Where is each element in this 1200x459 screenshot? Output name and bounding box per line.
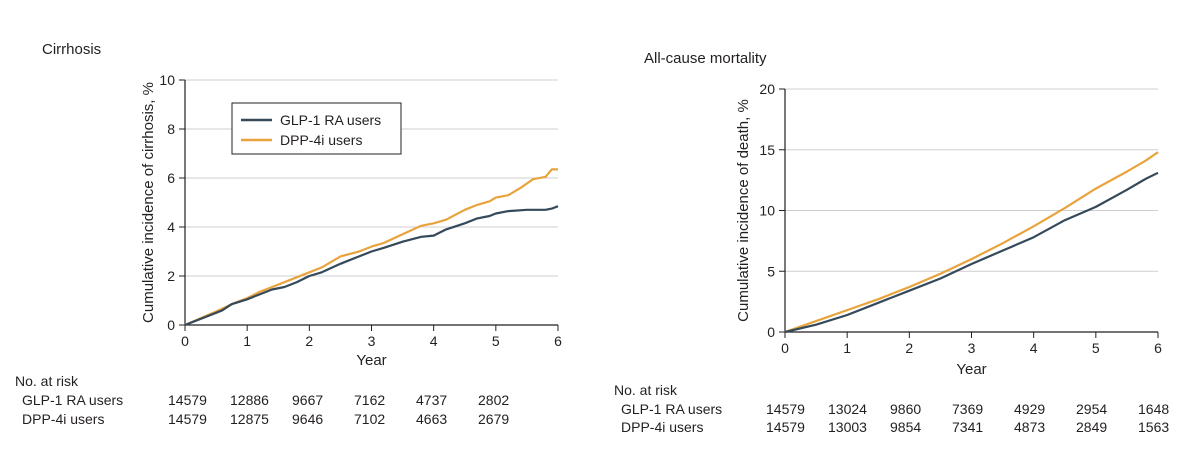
risk-value: 14579 [766,419,805,435]
risk-value: 2849 [1076,419,1107,435]
risk-value: 9854 [890,419,921,435]
risk-value: 14579 [168,411,207,427]
risk-value: 2802 [478,392,509,408]
risk-value: 9646 [292,411,323,427]
y-axis-label: Cumulative incidence of cirrhosis, % [140,82,157,323]
risk-row-label: DPP-4i users [621,419,703,435]
y-axis-label: Cumulative incidence of death, % [735,99,752,322]
risk-value: 13003 [828,419,867,435]
y-tick-label: 15 [759,142,775,158]
risk-value: 4873 [1014,419,1045,435]
risk-value: 12886 [230,392,269,408]
risk-row-label: DPP-4i users [22,411,104,427]
risk-row-label: GLP-1 RA users [621,401,722,417]
series-line-glp1 [784,171,1159,334]
x-tick-label: 5 [1092,340,1100,356]
risk-value: 7162 [354,392,385,408]
y-tick-label: 8 [167,121,175,137]
risk-value: 4929 [1014,401,1045,417]
x-tick-label: 1 [243,333,251,349]
risk-table-title: No. at risk [15,373,79,389]
risk-value: 7341 [952,419,983,435]
x-tick-label: 2 [905,340,913,356]
risk-value: 12875 [230,411,269,427]
risk-value: 4737 [416,392,447,408]
x-tick-label: 6 [1154,340,1162,356]
risk-value: 13024 [828,401,867,417]
y-tick-label: 10 [759,203,775,219]
legend-box [231,102,402,155]
y-tick-label: 20 [759,81,775,97]
x-tick-label: 4 [1030,340,1038,356]
risk-value: 14579 [168,392,207,408]
x-tick-label: 0 [781,340,789,356]
risk-table-title: No. at risk [614,382,678,398]
legend-entry: GLP-1 RA users [280,112,381,128]
series-line-glp1 [184,205,559,327]
x-axis-label: Year [956,361,986,378]
risk-value: 14579 [766,401,805,417]
risk-table: No. at risk GLP-1 RA users 14579 12886 9667 7… [15,373,509,427]
x-tick-label: 3 [368,333,376,349]
panel-title: Cirrhosis [42,41,101,58]
risk-value: 9860 [890,401,921,417]
chart-panel-2: All-cause mortality 0 5 10 15 20 0 1 2 3 4 5 6 Year Cu… [614,50,1169,435]
x-tick-label: 4 [430,333,438,349]
risk-value: 2954 [1076,401,1107,417]
x-tick-label: 6 [554,333,562,349]
x-axis-label: Year [356,352,386,369]
series-line-dpp4i [184,168,558,327]
risk-value: 7369 [952,401,983,417]
x-tick-label: 5 [492,333,500,349]
risk-value: 4663 [416,411,447,427]
legend-entry: DPP-4i users [280,132,362,148]
series-line-dpp4i [784,151,1159,334]
x-tick-label: 2 [305,333,313,349]
risk-value: 1563 [1138,419,1169,435]
y-tick-label: 5 [767,263,775,279]
y-tick-label: 0 [167,317,175,333]
risk-value: 9667 [292,392,323,408]
risk-row-label: GLP-1 RA users [22,392,123,408]
y-tick-label: 4 [167,219,175,235]
y-tick-label: 2 [167,268,175,284]
panel-title: All-cause mortality [644,50,767,67]
y-tick-label: 6 [167,170,175,186]
x-tick-label: 1 [843,340,851,356]
risk-value: 1648 [1138,401,1169,417]
risk-value: 2679 [478,411,509,427]
x-tick-label: 3 [968,340,976,356]
y-tick-label: 0 [767,324,775,340]
risk-value: 7102 [354,411,385,427]
x-tick-label: 0 [181,333,189,349]
chart-panel-1: Cirrhosis 0 2 4 6 8 10 0 1 2 3 4 5 6 Year Cumulative in… [15,41,562,427]
y-tick-label: 10 [159,72,175,88]
risk-table: No. at risk GLP-1 RA users 14579 13024 9860 7… [614,382,1169,435]
legend: GLP-1 RA users DPP-4i users [231,102,402,155]
